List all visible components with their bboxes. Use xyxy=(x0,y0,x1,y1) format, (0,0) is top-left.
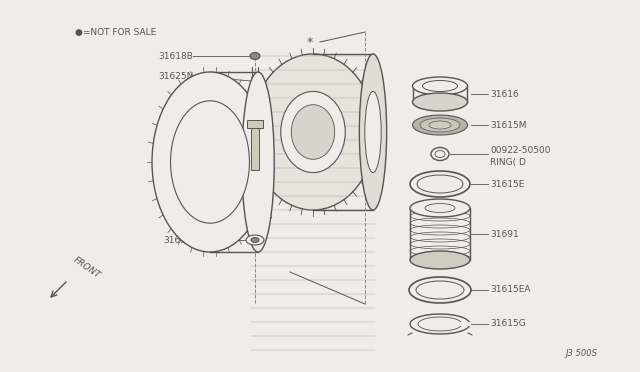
Ellipse shape xyxy=(425,203,455,212)
Text: 31625N: 31625N xyxy=(158,71,193,80)
Ellipse shape xyxy=(360,54,387,210)
Ellipse shape xyxy=(429,121,451,129)
Text: 31691: 31691 xyxy=(490,230,519,238)
Ellipse shape xyxy=(420,118,460,132)
Text: 31639: 31639 xyxy=(163,235,192,244)
Ellipse shape xyxy=(242,72,274,252)
Ellipse shape xyxy=(170,101,250,223)
Ellipse shape xyxy=(281,92,345,173)
Text: 31615M: 31615M xyxy=(490,121,527,129)
Text: 00922-50500: 00922-50500 xyxy=(490,145,550,154)
Ellipse shape xyxy=(431,148,449,160)
Bar xyxy=(251,124,259,170)
Text: FRONT: FRONT xyxy=(72,255,102,280)
Text: 31615G: 31615G xyxy=(490,320,525,328)
Text: 31616: 31616 xyxy=(490,90,519,99)
Ellipse shape xyxy=(422,80,458,92)
Ellipse shape xyxy=(413,115,467,135)
Text: RING( D: RING( D xyxy=(490,157,526,167)
Ellipse shape xyxy=(291,105,335,159)
Text: *: * xyxy=(307,35,313,48)
Ellipse shape xyxy=(251,237,259,243)
Text: 31630: 31630 xyxy=(166,97,195,106)
Ellipse shape xyxy=(246,235,264,245)
Ellipse shape xyxy=(410,251,470,269)
Ellipse shape xyxy=(413,77,467,95)
Bar xyxy=(247,120,263,128)
Ellipse shape xyxy=(416,281,464,299)
Ellipse shape xyxy=(251,54,375,210)
Ellipse shape xyxy=(410,199,470,217)
Ellipse shape xyxy=(435,151,445,157)
Ellipse shape xyxy=(410,171,470,197)
Text: ●=NOT FOR SALE: ●=NOT FOR SALE xyxy=(75,28,156,36)
Ellipse shape xyxy=(413,93,467,111)
Text: 31618B: 31618B xyxy=(158,51,193,61)
Ellipse shape xyxy=(152,72,268,252)
Ellipse shape xyxy=(409,277,471,303)
Text: 31615EA: 31615EA xyxy=(490,285,531,295)
Text: 31618: 31618 xyxy=(158,142,187,151)
Text: 31615E: 31615E xyxy=(490,180,524,189)
Ellipse shape xyxy=(250,52,260,60)
Ellipse shape xyxy=(417,175,463,193)
Text: J3 500S: J3 500S xyxy=(565,350,597,359)
Ellipse shape xyxy=(365,92,381,173)
Text: 31621P: 31621P xyxy=(158,198,192,206)
